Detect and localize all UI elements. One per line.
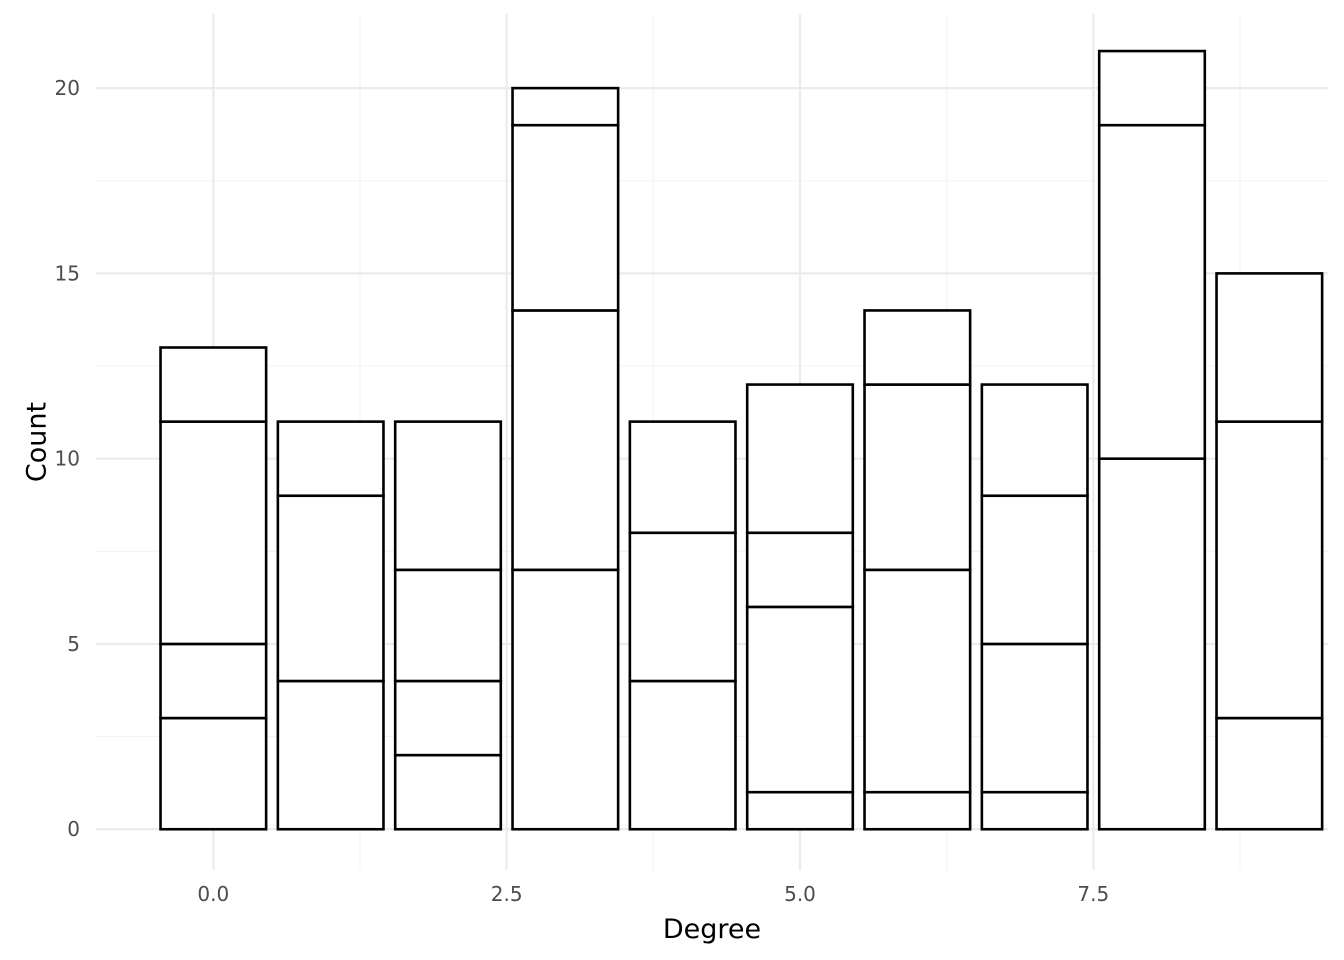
y-tick-label: 20 [55,76,80,100]
bar-segment [159,716,268,831]
bar-segment [276,420,385,498]
bar-segment [1097,123,1207,460]
y-tick-label: 0 [67,817,80,841]
bar-segment [980,790,1089,831]
bar-segment [159,346,268,423]
bar-segment [1215,420,1324,720]
bar-segment [745,531,855,609]
bar-segment [393,568,503,683]
bar-segment [863,383,972,572]
bar-segment [745,383,855,535]
bars [159,49,1324,831]
bar-segment [511,309,620,572]
x-axis-tick-labels: 0.0 2.5 5.0 7.5 [197,882,1109,906]
bar-segment [863,568,972,794]
bar-segment [863,309,972,386]
bar-segment [393,753,503,831]
bar-segment [628,420,737,535]
y-tick-label: 15 [55,261,80,285]
bar-segment [393,679,503,757]
y-axis-tick-labels: 0 5 10 15 20 [55,76,80,841]
bar-segment [511,568,620,831]
bar-segment [980,494,1089,646]
bar-segment [980,642,1089,794]
y-tick-label: 10 [55,447,80,471]
y-axis-title: Count [21,402,52,482]
bar-segment [628,679,737,831]
bar-segment [980,383,1089,498]
bar-segment [276,679,385,831]
y-tick-label: 5 [67,632,80,656]
bar-segment [511,86,620,127]
bar-segment [745,605,855,794]
x-tick-label: 2.5 [491,882,523,906]
x-tick-label: 7.5 [1077,882,1109,906]
bar-segment [1097,457,1207,831]
bar-segment [1215,716,1324,831]
bar-segment [159,642,268,720]
bar-segment [159,420,268,646]
x-tick-label: 0.0 [197,882,229,906]
bar-segment [1097,49,1207,127]
bar-segment [393,420,503,572]
bar-segment [628,531,737,683]
bar-segment [1215,272,1324,423]
bar-segment [745,790,855,831]
x-tick-label: 5.0 [784,882,816,906]
x-axis-title: Degree [663,914,761,945]
bar-segment [276,494,385,683]
bar-segment [511,123,620,312]
bar-segment [863,790,972,831]
